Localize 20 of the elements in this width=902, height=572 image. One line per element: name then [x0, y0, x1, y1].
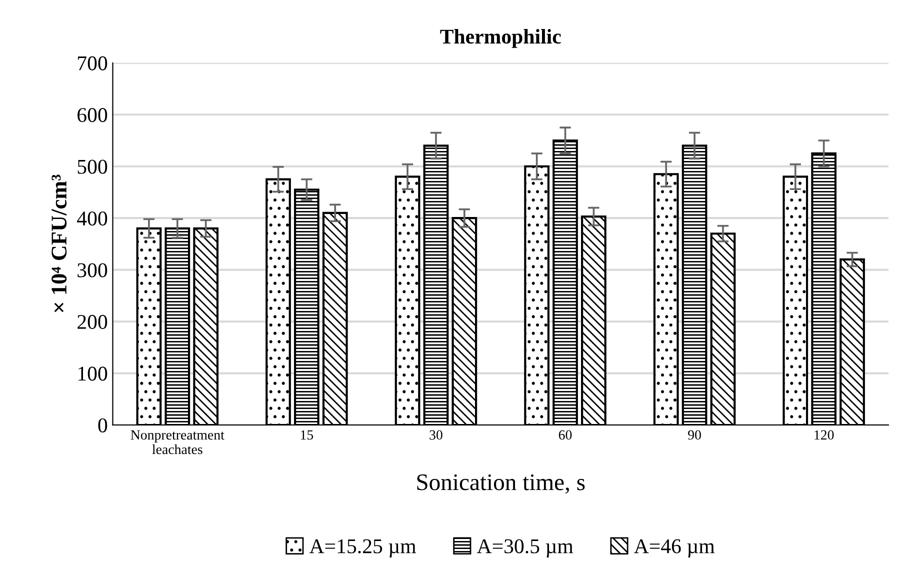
y-tick-label: 300	[78, 263, 108, 278]
y-tick-label: 200	[78, 314, 108, 329]
x-tick-label: 120	[814, 430, 834, 440]
x-tick-label: 90	[688, 430, 701, 440]
y-tick-label: 700	[78, 56, 108, 70]
y-tick-label: 600	[78, 108, 108, 122]
y-tick-label: 0	[98, 418, 108, 432]
x-tick-label: 30	[430, 430, 442, 440]
legend-label: A=46 µm	[634, 539, 715, 558]
chart-title: Thermophilic	[440, 29, 561, 48]
y-tick-label: 500	[78, 160, 108, 174]
legend-label: A=30.5 µm	[476, 539, 574, 558]
x-axis-title: Sonication time, s	[417, 474, 585, 494]
x-tick-label: 60	[558, 430, 572, 440]
x-tick-label: 15	[300, 430, 314, 440]
y-tick-label: 100	[78, 366, 108, 381]
y-axis-title: × 10⁴ CFU/cm³	[52, 174, 67, 312]
y-tick-label: 400	[77, 211, 108, 226]
x-tick-label: Nonpretreatment leachates	[130, 430, 224, 454]
legend-label: A=15.25 µm	[309, 539, 416, 558]
